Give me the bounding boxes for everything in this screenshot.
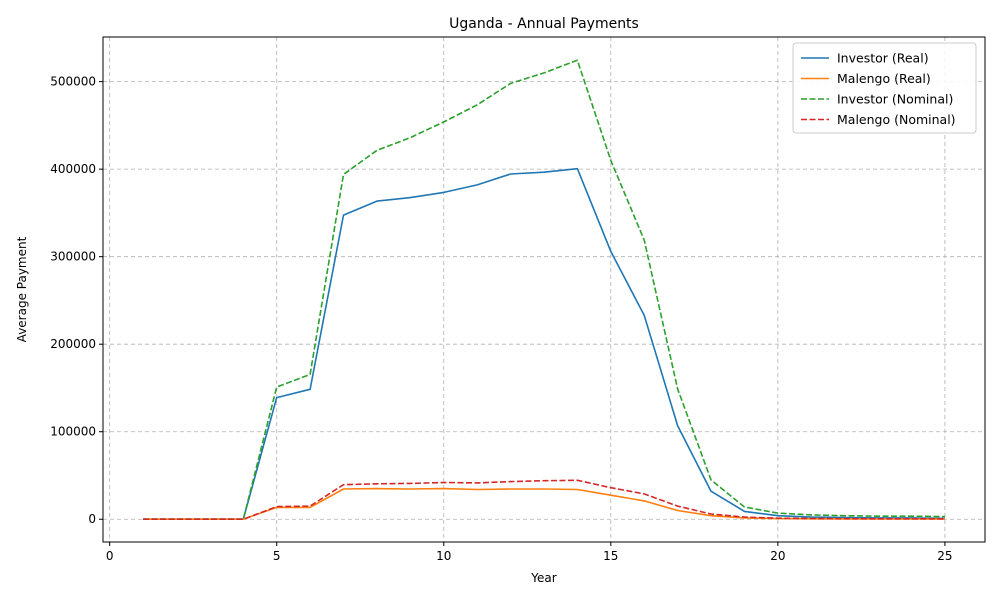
y-tick-label: 500000 — [50, 75, 96, 89]
series-line-investor-nominal — [143, 59, 945, 521]
y-tick-label: 200000 — [50, 337, 96, 351]
series-lines — [143, 59, 945, 521]
legend-box — [792, 42, 977, 134]
series-line-investor-real — [143, 167, 945, 521]
legend-label: Malengo (Nominal) — [837, 112, 956, 127]
chart-title: Uganda - Annual Payments — [449, 16, 639, 32]
x-tick-label: 20 — [770, 549, 785, 563]
x-tick-label: 15 — [603, 549, 618, 563]
series-line-malengo-nominal — [143, 479, 945, 521]
x-tick-label: 0 — [106, 549, 114, 563]
x-tick-label: 5 — [273, 549, 281, 563]
legend-label: Investor (Nominal) — [837, 92, 953, 107]
x-tick-label: 10 — [436, 549, 451, 563]
x-axis-label: Year — [530, 571, 556, 585]
legend-label: Malengo (Real) — [837, 71, 931, 86]
y-tick-label: 0 — [88, 512, 96, 526]
y-axis-label: Average Payment — [15, 236, 29, 342]
y-tick-label: 300000 — [50, 250, 96, 264]
y-tick-label: 100000 — [50, 425, 96, 439]
legend-label: Investor (Real) — [837, 51, 929, 66]
axis-ticks: 0 5 10 15 20 25 0 100000 200000 300000 400000 50000… — [50, 75, 952, 563]
x-tick-label: 25 — [937, 549, 952, 563]
legend: Investor (Real) Malengo (Real) Investor (N… — [792, 42, 977, 134]
plot-area-frame — [102, 36, 986, 543]
y-tick-label: 400000 — [50, 162, 96, 176]
